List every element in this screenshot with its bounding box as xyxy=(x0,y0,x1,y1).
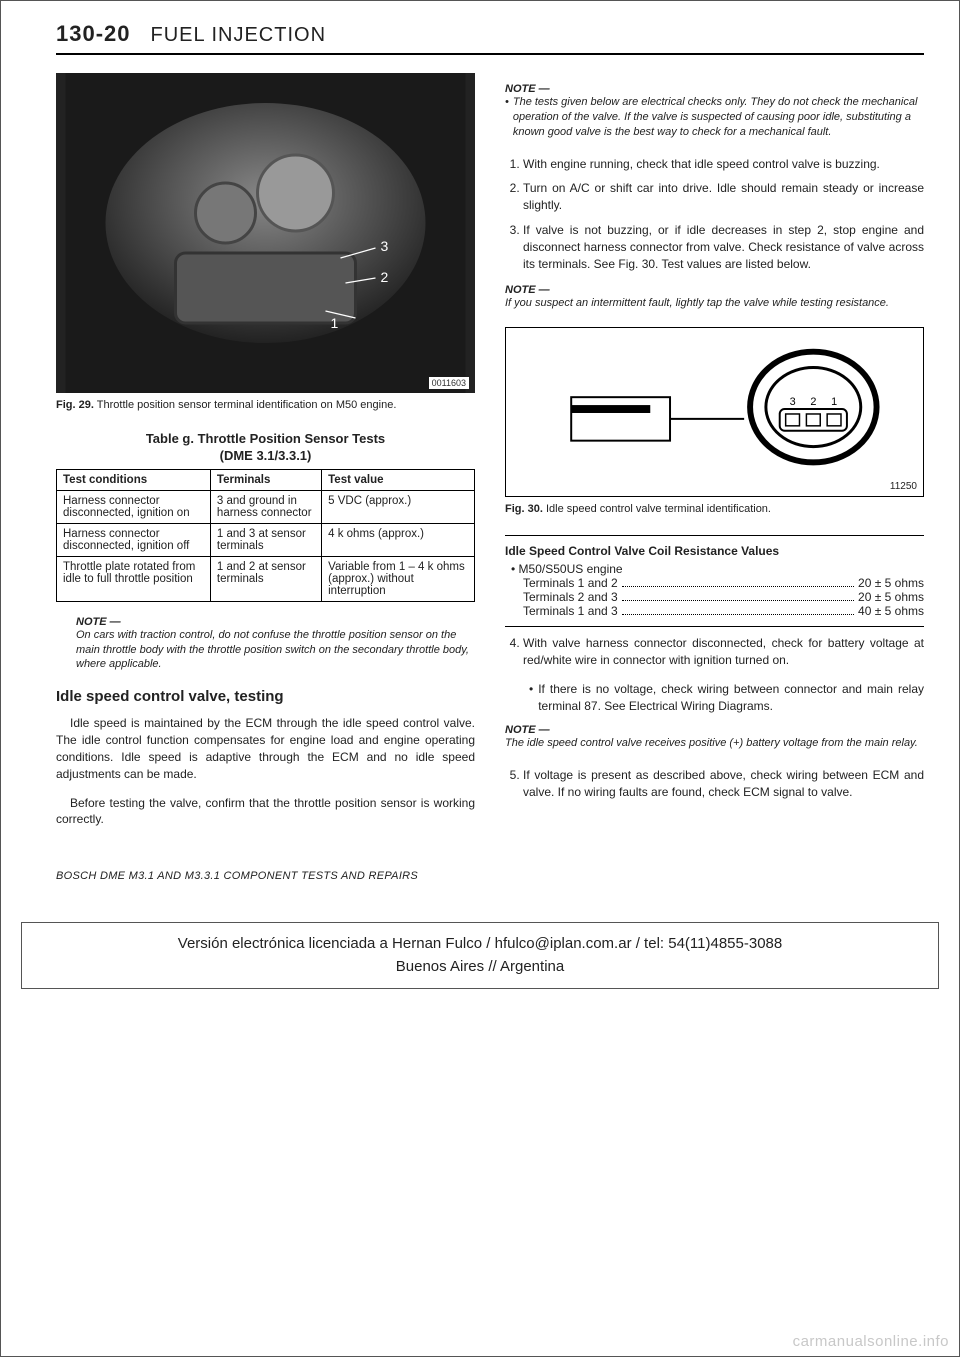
photo-id: 0011603 xyxy=(429,377,469,389)
fig30-text: Idle speed control valve terminal identi… xyxy=(546,503,771,515)
resistance-line: Terminals 1 and 340 ± 5 ohms xyxy=(523,604,924,618)
license-box: Versión electrónica licenciada a Hernan … xyxy=(21,922,939,989)
photo-callout-3: 3 xyxy=(381,238,389,254)
engine-photo: 3 2 1 0011603 xyxy=(56,73,475,393)
section-footer: BOSCH DME M3.1 AND M3.3.1 COMPONENT TEST… xyxy=(56,870,924,882)
note-intermittent: NOTE — If you suspect an intermittent fa… xyxy=(505,284,924,311)
table-row: Harness connector disconnected, ignition… xyxy=(57,490,475,523)
resistance-line: Terminals 2 and 320 ± 5 ohms xyxy=(523,590,924,604)
paragraph: Idle speed is maintained by the ECM thro… xyxy=(56,715,475,782)
page-title: FUEL INJECTION xyxy=(151,24,327,47)
left-column: 3 2 1 0011603 Fig. 29. Throttle position… xyxy=(56,73,475,840)
table-row: Throttle plate rotated from idle to full… xyxy=(57,556,475,601)
table-header: Test value xyxy=(322,469,475,490)
page-number: 130-20 xyxy=(56,21,131,47)
resistance-title: Idle Speed Control Valve Coil Resistance… xyxy=(505,544,924,558)
step-5: If voltage is present as described above… xyxy=(523,767,924,801)
procedure-steps-cont2: If voltage is present as described above… xyxy=(505,767,924,801)
photo-callout-2: 2 xyxy=(381,269,389,285)
procedure-steps: With engine running, check that idle spe… xyxy=(505,156,924,273)
diagram-id: 11250 xyxy=(890,481,917,492)
table-g-title: Table g. Throttle Position Sensor Tests … xyxy=(56,431,475,465)
fig30-caption: Fig. 30. Idle speed control valve termin… xyxy=(505,503,924,515)
table-g: Test conditions Terminals Test value Har… xyxy=(56,469,475,602)
paragraph: Before testing the valve, confirm that t… xyxy=(56,795,475,829)
divider xyxy=(505,626,924,627)
procedure-steps-cont: With valve harness connector disconnecte… xyxy=(505,635,924,669)
note-traction: NOTE — On cars with traction control, do… xyxy=(76,616,475,673)
resistance-line: Terminals 1 and 220 ± 5 ohms xyxy=(523,576,924,590)
fig30-label: Fig. 30. xyxy=(505,503,543,515)
divider xyxy=(505,535,924,536)
watermark: carmanualsonline.info xyxy=(793,1333,949,1350)
photo-callout-1: 1 xyxy=(331,315,339,331)
step-1: With engine running, check that idle spe… xyxy=(523,156,924,173)
table-header: Terminals xyxy=(210,469,321,490)
step-4-sub: If there is no voltage, check wiring bet… xyxy=(529,681,924,715)
fig29-caption: Fig. 29. Throttle position sensor termin… xyxy=(56,399,475,411)
note-electrical: NOTE — The tests given below are electri… xyxy=(505,83,924,140)
resistance-engine: • M50/S50US engine xyxy=(511,562,924,576)
pin-1: 1 xyxy=(831,396,837,408)
step-2: Turn on A/C or shift car into drive. Idl… xyxy=(523,180,924,214)
license-line2: Buenos Aires // Argentina xyxy=(36,956,924,979)
table-header: Test conditions xyxy=(57,469,211,490)
step-4: With valve harness connector disconnecte… xyxy=(523,635,924,669)
fig29-label: Fig. 29. xyxy=(56,399,94,411)
license-line1: Versión electrónica licenciada a Hernan … xyxy=(36,933,924,956)
step-3: If valve is not buzzing, or if idle decr… xyxy=(523,222,924,272)
note-relay: NOTE — The idle speed control valve rece… xyxy=(505,724,924,751)
heading-idle-test: Idle speed control valve, testing xyxy=(56,688,475,705)
table-row: Harness connector disconnected, ignition… xyxy=(57,523,475,556)
valve-diagram: 3 2 1 11250 xyxy=(505,327,924,497)
fig29-text: Throttle position sensor terminal identi… xyxy=(97,399,397,411)
pin-3: 3 xyxy=(790,396,796,408)
manual-page: 130-20 FUEL INJECTION xyxy=(0,0,960,1357)
right-column: NOTE — The tests given below are electri… xyxy=(505,73,924,840)
page-header: 130-20 FUEL INJECTION xyxy=(56,21,924,55)
pin-2: 2 xyxy=(810,396,816,408)
